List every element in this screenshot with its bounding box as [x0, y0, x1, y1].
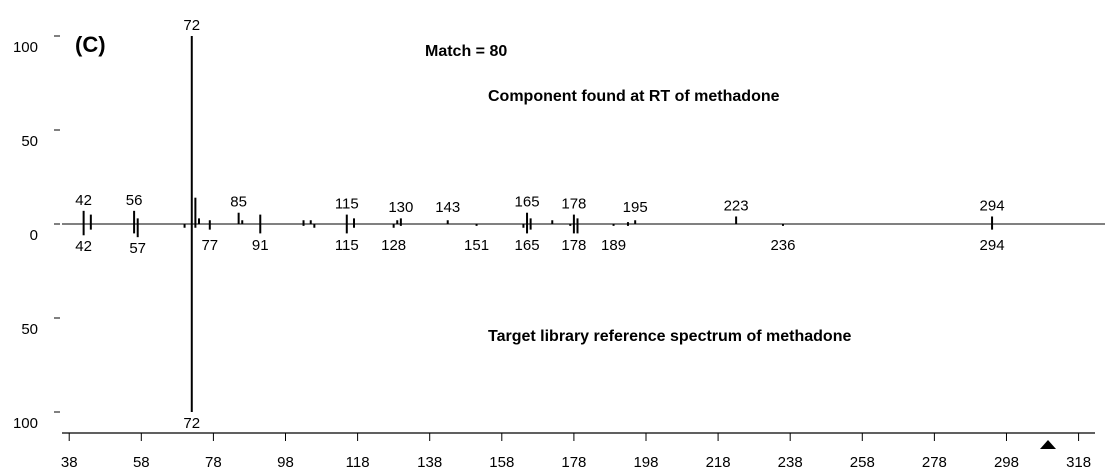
x-tick-label: 318: [1066, 454, 1091, 471]
x-tick-label: 178: [561, 454, 586, 471]
peak-label: 165: [515, 237, 540, 254]
x-tick-label: 198: [633, 454, 658, 471]
x-tick-label: 78: [205, 454, 222, 471]
peak-label: 115: [335, 237, 359, 254]
x-tick-label: 258: [850, 454, 875, 471]
peak-label: 57: [129, 240, 146, 257]
peak-label: 42: [75, 192, 92, 209]
peak-label: 195: [623, 199, 648, 216]
y-tick-label: 50: [21, 321, 38, 338]
y-tick-label: 0: [30, 227, 38, 244]
x-tick-label: 58: [133, 454, 150, 471]
x-tick-label: 238: [778, 454, 803, 471]
peak-label: 143: [435, 199, 460, 216]
x-tick-label: 158: [489, 454, 514, 471]
peak-label: 72: [183, 415, 200, 432]
x-tick-label: 278: [922, 454, 947, 471]
y-tick-label: 100: [13, 39, 38, 56]
reference-caption: Target library reference spectrum of met…: [488, 328, 851, 345]
scroll-marker: [1040, 440, 1056, 449]
x-tick-label: 298: [994, 454, 1019, 471]
panel-label: (C): [75, 32, 106, 57]
peak-label: 151: [464, 237, 489, 254]
peak-label: 189: [601, 237, 626, 254]
peak-label: 77: [201, 237, 218, 254]
peak-label: 165: [515, 194, 540, 211]
component-caption: Component found at RT of methadone: [488, 88, 780, 105]
x-tick-label: 138: [417, 454, 442, 471]
peak-label: 130: [388, 199, 413, 216]
match-score: Match = 80: [425, 43, 507, 60]
peak-label: 128: [381, 237, 406, 254]
peak-label: 115: [335, 196, 359, 213]
y-tick-label: 100: [13, 415, 38, 432]
peak-label: 178: [561, 237, 586, 254]
x-tick-label: 38: [61, 454, 78, 471]
peak-label: 85: [230, 194, 247, 211]
peak-label: 178: [561, 196, 586, 213]
peak-label: 56: [126, 192, 143, 209]
x-tick-label: 98: [277, 454, 294, 471]
peak-label: 294: [980, 197, 1005, 214]
x-tick-label: 118: [346, 454, 370, 471]
peak-label: 72: [183, 17, 200, 34]
x-tick-label: 218: [706, 454, 731, 471]
peak-label: 223: [724, 197, 749, 214]
peak-label: 42: [75, 238, 92, 255]
peak-label: 294: [980, 237, 1005, 254]
peak-label: 91: [252, 237, 269, 254]
peak-label: 236: [770, 237, 795, 254]
y-tick-label: 50: [21, 133, 38, 150]
